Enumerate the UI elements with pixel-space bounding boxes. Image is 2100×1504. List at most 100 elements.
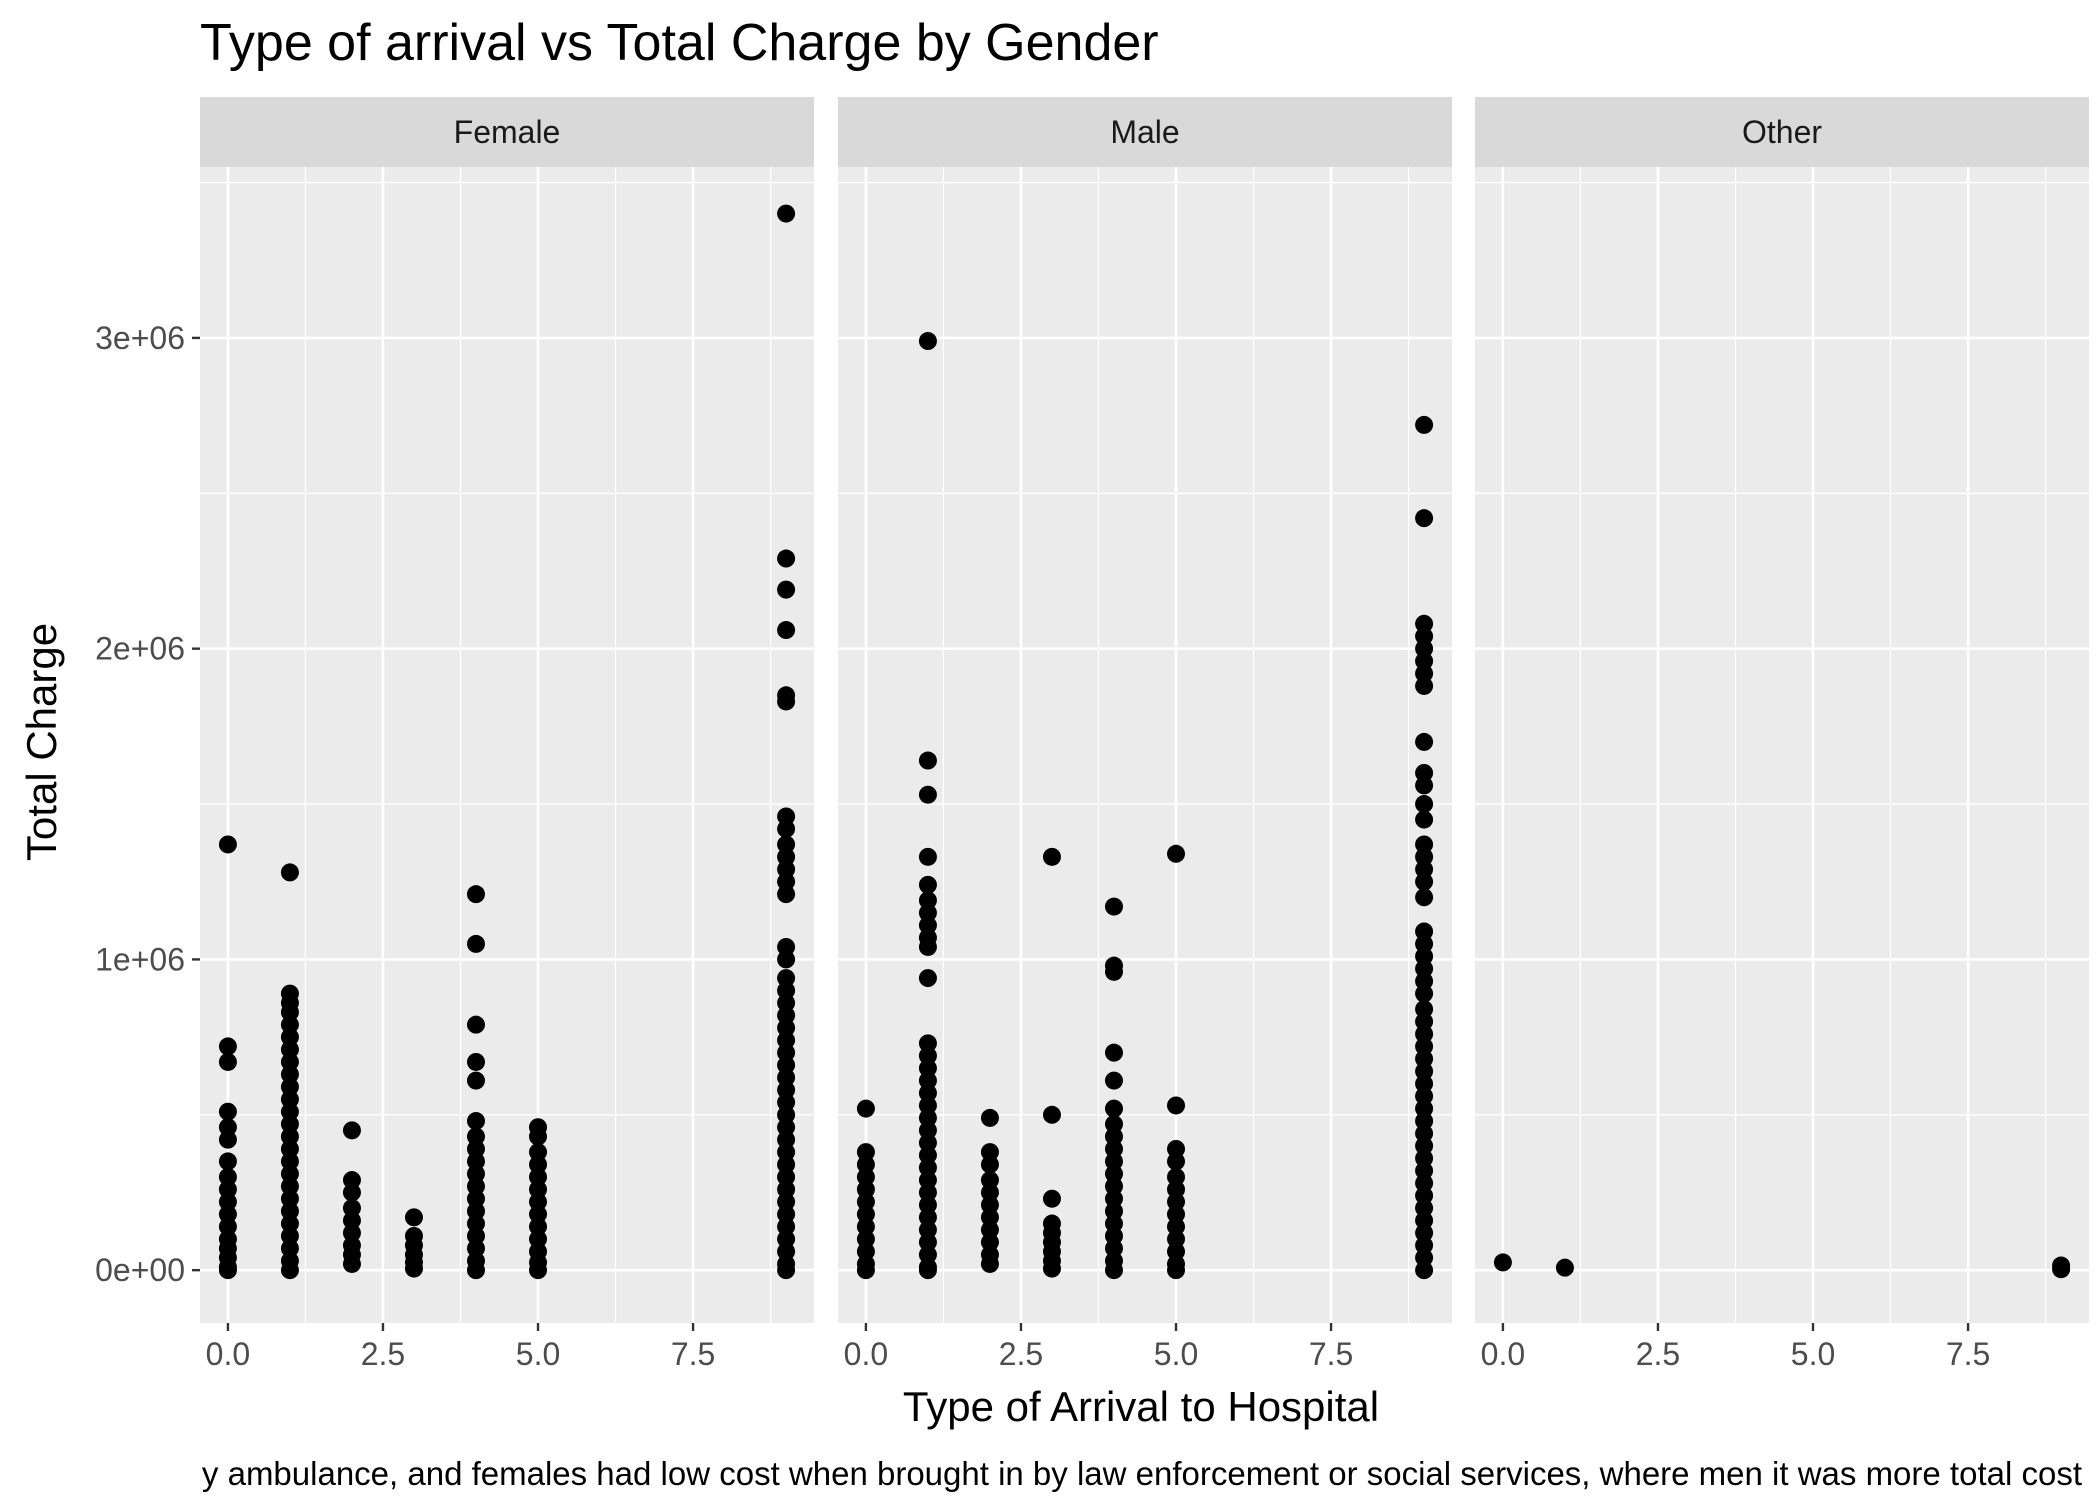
data-point [777, 981, 796, 1000]
data-point [1167, 1261, 1186, 1280]
data-point [777, 807, 796, 826]
data-point [777, 1105, 796, 1124]
data-point [1415, 1161, 1434, 1180]
data-point [342, 1183, 361, 1202]
data-point [856, 1217, 875, 1236]
data-point [1415, 1000, 1434, 1019]
data-point [1042, 1105, 1061, 1124]
data-point [856, 1192, 875, 1211]
data-point [342, 1223, 361, 1242]
data-point [1167, 1192, 1186, 1211]
data-point [777, 1155, 796, 1174]
data-point [404, 1259, 423, 1278]
data-point [1167, 844, 1186, 863]
data-point [280, 1239, 299, 1258]
data-point [777, 937, 796, 956]
data-point [466, 1164, 485, 1183]
data-point [856, 1155, 875, 1174]
y-tick-label: 0e+00 [95, 1252, 185, 1288]
data-point [918, 1108, 937, 1127]
data-point [342, 1199, 361, 1218]
data-point [1555, 1258, 1574, 1277]
data-point [1415, 1012, 1434, 1031]
data-point [1104, 1202, 1123, 1221]
data-point [980, 1195, 999, 1214]
panel-background [1475, 167, 2089, 1323]
data-point [1415, 1062, 1434, 1081]
data-point [1415, 835, 1434, 854]
data-point [280, 863, 299, 882]
data-point [1415, 1099, 1434, 1118]
data-point [1415, 732, 1434, 751]
data-point [280, 1127, 299, 1146]
y-tick-label: 1e+06 [95, 941, 185, 977]
data-point [1167, 1180, 1186, 1199]
data-point [1104, 1152, 1123, 1171]
data-point [466, 1226, 485, 1245]
data-point [1415, 676, 1434, 695]
data-point [280, 1139, 299, 1158]
data-point [1415, 664, 1434, 683]
data-point [218, 1205, 237, 1224]
data-point [918, 969, 937, 988]
x-tick-label: 0.0 [206, 1336, 250, 1372]
data-point [1415, 847, 1434, 866]
data-point [218, 1102, 237, 1121]
data-point [1167, 1139, 1186, 1158]
data-point [918, 1261, 937, 1280]
data-point [529, 1167, 548, 1186]
facet-strip [838, 97, 1452, 167]
facet-panel-other: Other 0.0 2.5 5.0 7.5 [1475, 97, 2089, 1372]
data-point [777, 1205, 796, 1224]
data-point [1104, 1071, 1123, 1090]
data-point [1104, 897, 1123, 916]
data-point [777, 1006, 796, 1025]
x-tick-label: 2.5 [361, 1336, 405, 1372]
data-point [466, 1189, 485, 1208]
x-tick-label: 7.5 [671, 1336, 715, 1372]
data-point [777, 692, 796, 711]
data-point [777, 1093, 796, 1112]
data-point [466, 1177, 485, 1196]
data-point [466, 1202, 485, 1221]
data-point [1104, 1115, 1123, 1134]
data-point [280, 1177, 299, 1196]
data-point [1415, 763, 1434, 782]
data-point [1415, 1136, 1434, 1155]
data-point [218, 1037, 237, 1056]
data-point [1415, 922, 1434, 941]
data-point [918, 1233, 937, 1252]
data-point [918, 332, 937, 351]
data-point [918, 751, 937, 770]
data-point [856, 1180, 875, 1199]
data-point [1415, 1261, 1434, 1280]
data-point [1415, 1149, 1434, 1168]
data-point [1167, 1152, 1186, 1171]
data-point [980, 1220, 999, 1239]
data-point [777, 819, 796, 838]
data-point [777, 872, 796, 891]
x-tick-label: 5.0 [1791, 1336, 1835, 1372]
data-point [777, 860, 796, 879]
data-point [466, 934, 485, 953]
data-point [1415, 888, 1434, 907]
data-point [918, 1208, 937, 1227]
facet-strip-label: Male [1110, 114, 1179, 150]
data-point [1415, 1049, 1434, 1068]
data-point [1415, 1248, 1434, 1267]
data-point [342, 1171, 361, 1190]
data-point [777, 1230, 796, 1249]
data-point [1104, 1043, 1123, 1062]
data-point [1415, 1223, 1434, 1242]
data-point [980, 1108, 999, 1127]
data-point [466, 1127, 485, 1146]
x-tick-label: 0.0 [844, 1336, 888, 1372]
data-point [1415, 1124, 1434, 1143]
panel-background [838, 167, 1452, 1323]
data-point [280, 1052, 299, 1071]
data-point [777, 580, 796, 599]
data-point [280, 1164, 299, 1183]
data-point [529, 1230, 548, 1249]
